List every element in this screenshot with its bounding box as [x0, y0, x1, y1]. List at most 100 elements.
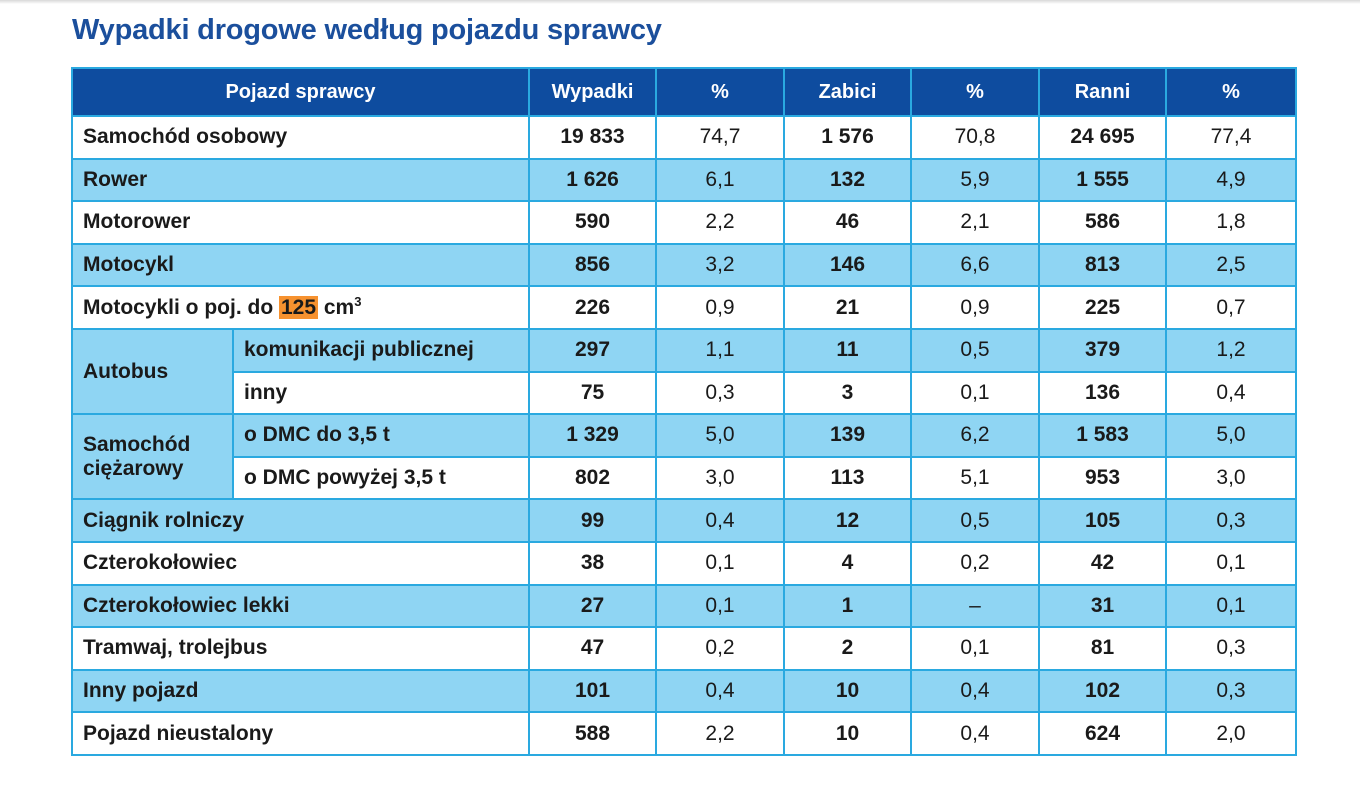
cell-accidents: 75	[528, 370, 657, 416]
label-text: Motocykli o poj. do	[83, 295, 279, 319]
cell-accidents: 297	[528, 327, 657, 373]
table-row: Ciągnik rolniczy 99 0,4 12 0,5 105 0,3	[71, 498, 1297, 543]
cell-killed: 139	[783, 413, 912, 458]
cell-injured-pct: 1,2	[1165, 327, 1297, 373]
cell-accidents-pct: 5,0	[655, 413, 785, 458]
accidents-table: Pojazd sprawcy Wypadki % Zabici % Ranni …	[71, 67, 1297, 756]
vehicle-label: Rower	[71, 157, 530, 203]
cell-injured-pct: 0,3	[1165, 668, 1297, 714]
table-row: Samochód osobowy 19 833 74,7 1 576 70,8 24 69…	[71, 115, 1297, 160]
cell-accidents-pct: 0,1	[655, 540, 785, 586]
cell-accidents: 101	[528, 668, 657, 714]
table-row: Inny pojazd 101 0,4 10 0,4 102 0,3	[71, 668, 1297, 714]
table-row: Czterokołowiec lekki 27 0,1 1–31 0,1	[71, 583, 1297, 629]
cell-injured: 81	[1038, 626, 1167, 671]
header-accidents-pct: %	[655, 67, 785, 117]
cell-accidents: 19 833	[528, 115, 657, 160]
cell-killed-pct: 0,2	[910, 540, 1040, 586]
cell-injured-pct: 77,4	[1165, 115, 1297, 160]
cell-killed-pct: 0,1	[910, 370, 1040, 416]
cell-injured-pct: 0,3	[1165, 498, 1297, 543]
header-vehicle: Pojazd sprawcy	[71, 67, 530, 117]
cell-killed-pct: 6,6	[910, 242, 1040, 288]
cell-killed-pct: 0,9	[910, 285, 1040, 330]
table-row: Rower 1 626 6,1 132 5,9 1 555 4,9	[71, 157, 1297, 203]
cell-accidents: 588	[528, 711, 657, 756]
cell-accidents-pct: 1,1	[655, 327, 785, 373]
cell-injured: 31	[1038, 583, 1167, 629]
cell-killed: 132	[783, 157, 912, 203]
subcategory-label: o DMC do 3,5 t	[232, 413, 530, 458]
subcategory-label: inny	[232, 370, 530, 416]
table-row: Pojazd nieustalony 588 2,2 10 0,4 624 2,0	[71, 711, 1297, 756]
cell-injured-pct: 2,0	[1165, 711, 1297, 756]
cell-killed: 11	[783, 327, 912, 373]
cell-injured: 42	[1038, 540, 1167, 586]
cell-accidents-pct: 6,1	[655, 157, 785, 203]
cell-accidents: 590	[528, 200, 657, 245]
cell-accidents-pct: 0,2	[655, 626, 785, 671]
vehicle-label: Ciągnik rolniczy	[71, 498, 530, 543]
table-row: Czterokołowiec 38 0,1 4 0,2 42 0,1	[71, 540, 1297, 586]
header-killed-pct: %	[910, 67, 1040, 117]
cell-killed: 10	[783, 711, 912, 756]
cell-killed-pct: 5,1	[910, 455, 1040, 501]
cell-injured: 136	[1038, 370, 1167, 416]
subcategory-label: komunikacji publicznej	[232, 327, 530, 373]
cell-accidents: 856	[528, 242, 657, 288]
cell-injured: 105	[1038, 498, 1167, 543]
cell-accidents-pct: 74,7	[655, 115, 785, 160]
cell-injured-pct: 0,4	[1165, 370, 1297, 416]
page-top-edge	[0, 0, 1360, 4]
table-row: inny 75 0,3 3 0,1 136 0,4	[72, 370, 1297, 416]
cell-killed-pct: 0,5	[910, 498, 1040, 543]
table-row: o DMC powyżej 3,5 t 802 3,0 113 5,1 953 3,0	[72, 455, 1297, 501]
vehicle-label: Motorower	[71, 200, 530, 245]
header-accidents: Wypadki	[528, 67, 657, 117]
cell-killed-pct: –	[910, 583, 1040, 629]
cell-killed-pct: 5,9	[910, 157, 1040, 203]
cell-killed-pct: 70,8	[910, 115, 1040, 160]
cell-accidents: 27	[528, 583, 657, 629]
cell-injured-pct: 3,0	[1165, 455, 1297, 501]
subcategory-label: o DMC powyżej 3,5 t	[232, 455, 530, 501]
cell-injured: 102	[1038, 668, 1167, 714]
group-label: Samochód ciężarowy	[71, 413, 234, 501]
cell-killed: 1	[783, 583, 912, 629]
header-injured: Ranni	[1038, 67, 1167, 117]
vehicle-label: Czterokołowiec	[71, 540, 530, 586]
cell-accidents: 47	[528, 626, 657, 671]
cell-accidents-pct: 2,2	[655, 200, 785, 245]
cell-injured-pct: 2,5	[1165, 242, 1297, 288]
cell-injured: 225	[1038, 285, 1167, 330]
cell-accidents: 802	[528, 455, 657, 501]
cell-killed: 12	[783, 498, 912, 543]
table-row: Motocykl 856 3,2 146 6,6 813 2,5	[71, 242, 1297, 288]
vehicle-label: Czterokołowiec lekki	[71, 583, 530, 629]
cell-killed: 21	[783, 285, 912, 330]
cell-accidents-pct: 0,3	[655, 370, 785, 416]
cell-killed-pct: 0,4	[910, 668, 1040, 714]
cell-accidents-pct: 0,4	[655, 498, 785, 543]
cell-injured-pct: 1,8	[1165, 200, 1297, 245]
group-label: Autobus	[71, 327, 234, 416]
vehicle-label: Motocykli o poj. do 125 cm3	[71, 285, 530, 330]
cell-killed-pct: 2,1	[910, 200, 1040, 245]
cell-killed-pct: 0,5	[910, 327, 1040, 373]
cell-killed: 113	[783, 455, 912, 501]
cell-accidents-pct: 3,0	[655, 455, 785, 501]
table-row: Tramwaj, trolejbus 47 0,2 2 0,1 81 0,3	[71, 626, 1297, 671]
cell-injured: 1 555	[1038, 157, 1167, 203]
cell-killed: 2	[783, 626, 912, 671]
header-injured-pct: %	[1165, 67, 1297, 117]
cell-injured: 624	[1038, 711, 1167, 756]
vehicle-label: Motocykl	[71, 242, 530, 288]
cell-accidents: 1 626	[528, 157, 657, 203]
unit-text: cm	[318, 295, 355, 319]
vehicle-label: Samochód osobowy	[71, 115, 530, 160]
cell-accidents-pct: 3,2	[655, 242, 785, 288]
cell-accidents: 99	[528, 498, 657, 543]
cell-killed: 146	[783, 242, 912, 288]
cell-injured-pct: 4,9	[1165, 157, 1297, 203]
vehicle-label: Inny pojazd	[71, 668, 530, 714]
